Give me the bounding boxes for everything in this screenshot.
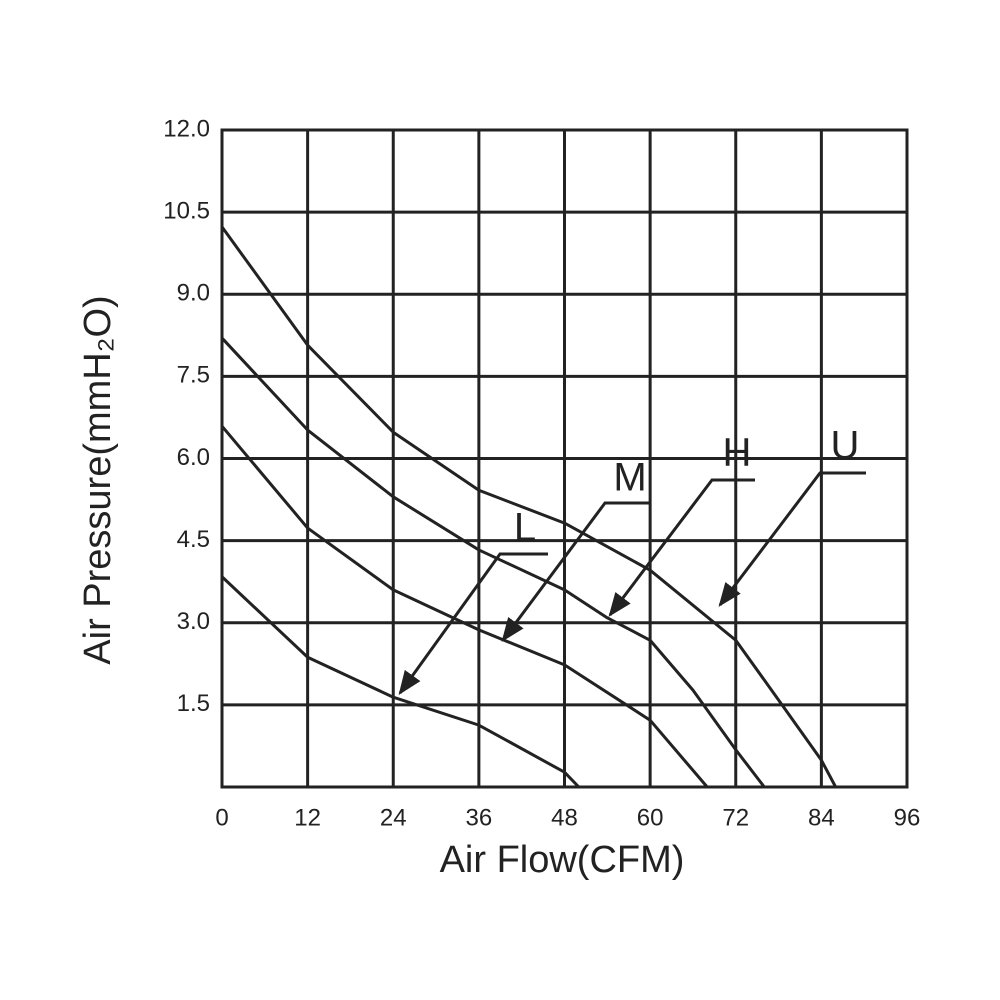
y-tick-label: 12.0 [163,115,210,142]
curve [220,337,766,788]
plot-frame [220,128,909,789]
x-tick-label: 24 [380,804,407,831]
leader-arrow [718,471,866,607]
y-axis-label: Air Pressure(mmH₂O) [77,295,119,664]
x-tick-label: 60 [637,804,664,831]
curve-label: H [723,431,752,475]
y-tick-label: 3.0 [177,608,210,635]
x-tick-label: 12 [294,804,321,831]
y-tick-label: 6.0 [177,444,210,471]
curve-label: M [613,456,646,500]
x-tick-label: 96 [894,804,921,831]
curve [220,575,580,789]
x-tick-label: 48 [551,804,578,831]
curve-label: U [831,424,860,468]
x-tick-label: 36 [466,804,493,831]
y-tick-label: 4.5 [177,526,210,553]
leader-arrow [501,501,650,642]
y-tick-label: 9.0 [177,280,210,307]
y-tick-label: 7.5 [177,362,210,389]
y-tick-label: 1.5 [177,690,210,717]
x-tick-label: 72 [722,804,749,831]
curve [220,425,709,788]
x-axis-label: Air Flow(CFM) [440,839,685,881]
x-tick-label: 84 [808,804,835,831]
leader-arrow [608,478,755,617]
curve [220,226,837,788]
y-tick-label: 10.5 [163,197,210,224]
x-tick-label: 0 [215,804,228,831]
leader-arrow [398,552,548,695]
curve-label: L [514,506,536,550]
